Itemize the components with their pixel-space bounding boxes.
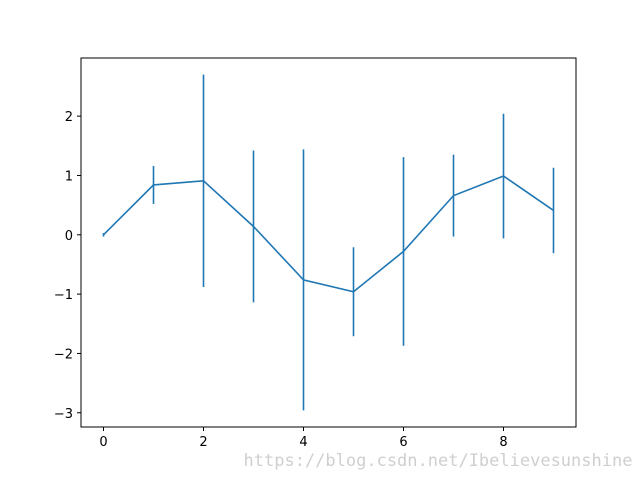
x-tick-label: 6 (399, 435, 407, 450)
line (102, 175, 554, 293)
watermark: https://blog.csdn.net/Ibelievesunshine (244, 451, 633, 471)
y-tick-label: −2 (54, 347, 73, 362)
y-tick-label: 1 (65, 169, 73, 184)
y-tick-label: −1 (54, 288, 73, 303)
x-tick-label: 4 (299, 435, 307, 450)
y-tick-label: 2 (65, 110, 73, 125)
y-tick-label: −3 (54, 407, 73, 422)
y-tick-label: 0 (65, 229, 73, 244)
plot-frame (80, 57, 577, 428)
x-tick-label: 0 (99, 435, 107, 450)
x-tick-label: 2 (199, 435, 207, 450)
x-tick-label: 8 (499, 435, 507, 450)
